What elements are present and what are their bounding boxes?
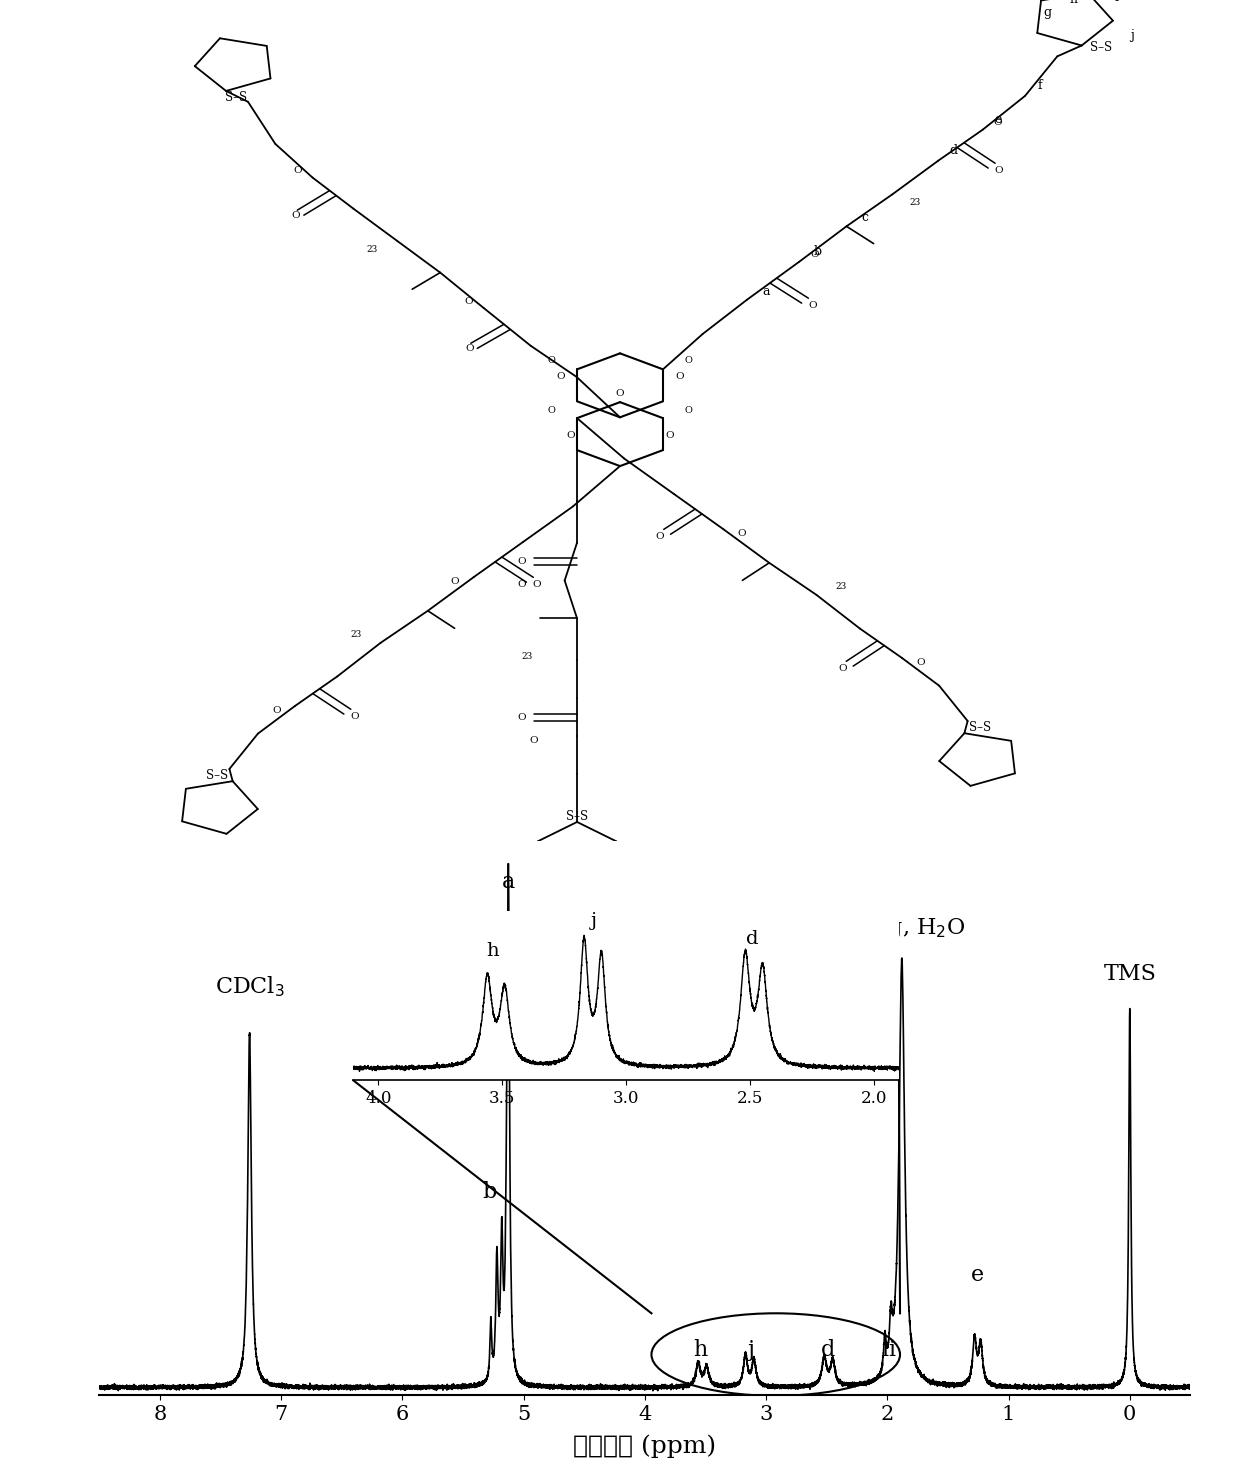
Text: d: d	[746, 930, 759, 948]
Text: O: O	[291, 211, 300, 220]
Text: S–S: S–S	[206, 769, 228, 782]
Text: h: h	[693, 1339, 708, 1361]
Text: O: O	[465, 344, 474, 353]
X-axis label: 化学位移 (ppm): 化学位移 (ppm)	[573, 1435, 717, 1458]
Text: O: O	[548, 356, 556, 365]
Text: S–S: S–S	[968, 722, 991, 734]
Text: S–S: S–S	[565, 809, 588, 822]
Text: a: a	[763, 285, 770, 298]
Text: O: O	[517, 713, 526, 722]
Text: O: O	[557, 372, 564, 381]
Text: 23: 23	[909, 198, 920, 207]
Text: j: j	[591, 912, 596, 930]
Text: O: O	[684, 356, 692, 365]
Text: h: h	[486, 942, 498, 961]
Text: j: j	[746, 1339, 754, 1361]
Text: b: b	[813, 245, 822, 258]
Text: S–S: S–S	[1090, 41, 1112, 55]
Text: a: a	[502, 871, 515, 893]
Text: S–S: S–S	[224, 92, 247, 105]
Text: O: O	[616, 390, 624, 399]
Text: O: O	[533, 580, 542, 589]
Text: i: i	[1115, 0, 1118, 4]
Text: i: i	[882, 1339, 888, 1361]
Text: O: O	[451, 577, 459, 586]
Text: O: O	[548, 406, 556, 415]
Text: d: d	[949, 145, 957, 156]
Text: O: O	[810, 251, 818, 260]
Text: O: O	[529, 737, 538, 745]
Text: O: O	[684, 406, 692, 415]
Text: h: h	[1069, 0, 1078, 6]
Text: O: O	[666, 431, 673, 440]
Text: 23: 23	[522, 652, 533, 661]
Text: 23: 23	[350, 630, 362, 639]
Text: i: i	[889, 1339, 895, 1361]
Text: d: d	[821, 1339, 835, 1361]
Text: O: O	[838, 664, 847, 673]
Text: 23: 23	[836, 582, 847, 590]
Text: 23: 23	[366, 245, 378, 254]
Text: c, f, g, H$_2$O: c, f, g, H$_2$O	[838, 915, 965, 942]
Text: O: O	[916, 658, 925, 667]
Text: O: O	[808, 301, 817, 310]
Text: O: O	[676, 372, 683, 381]
Text: O: O	[517, 580, 526, 589]
Text: O: O	[273, 706, 280, 714]
Text: O: O	[567, 431, 574, 440]
Text: O: O	[656, 531, 665, 542]
Text: O: O	[465, 297, 472, 306]
Text: O: O	[517, 556, 526, 567]
Text: CDCl$_3$: CDCl$_3$	[215, 974, 284, 999]
Text: O: O	[738, 528, 746, 537]
Text: c: c	[862, 211, 868, 224]
Text: j: j	[1130, 30, 1133, 41]
Text: TMS: TMS	[1104, 962, 1156, 984]
Text: g: g	[1043, 6, 1052, 19]
Text: f: f	[1038, 80, 1043, 93]
Text: e: e	[994, 114, 1002, 125]
Text: O: O	[294, 167, 301, 176]
Text: O: O	[994, 165, 1003, 174]
Text: O: O	[993, 118, 1002, 127]
Text: b: b	[482, 1181, 497, 1203]
Text: O: O	[350, 711, 358, 720]
Text: e: e	[971, 1263, 983, 1286]
